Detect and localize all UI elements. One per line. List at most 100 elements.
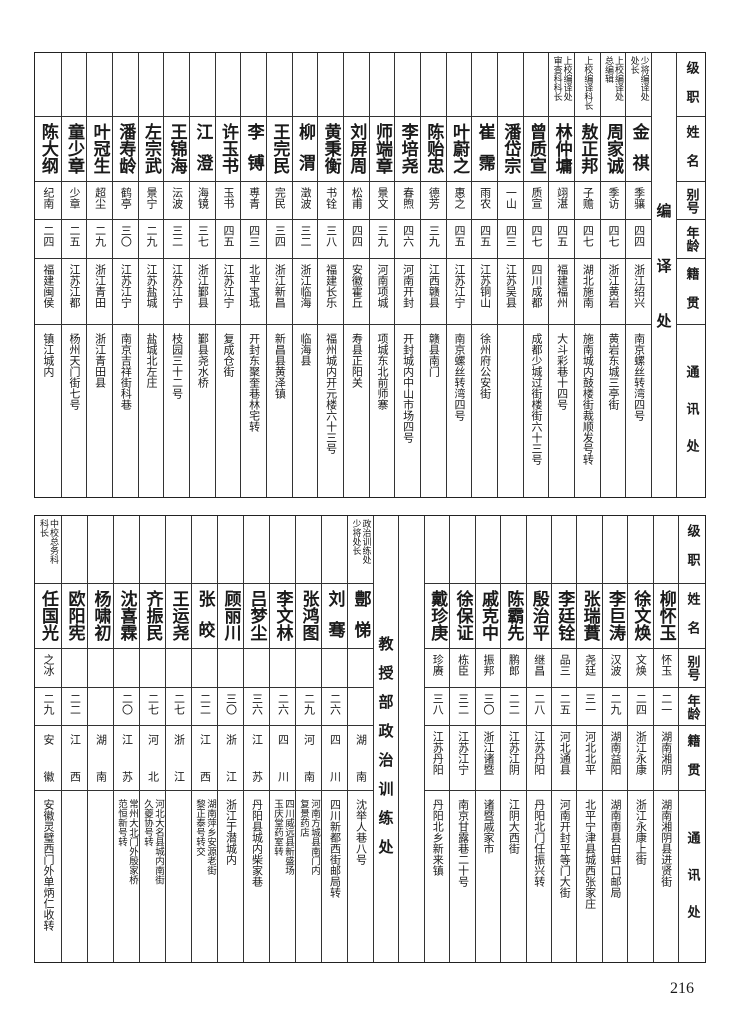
address-line: 杨州天门街七号 [67, 333, 81, 410]
alias-cell: 惠之 [446, 181, 472, 219]
alias: 汉波 [608, 654, 622, 676]
person-name: 金祺 [628, 123, 649, 185]
header-label: 籍贯 [683, 267, 699, 325]
address: 枝园三十二号 [171, 325, 184, 399]
name-cell: 叶蔚之 [446, 116, 472, 181]
age-cell: 三六 [244, 687, 269, 725]
alias-cell [88, 648, 113, 687]
native-cell: 湖南 [348, 725, 373, 808]
address: 赣县南门 [427, 325, 440, 377]
address-line: 施南城内鼓楼街裁顺发号转 [581, 333, 595, 465]
address: 施南城内鼓楼街裁顺发号转 [581, 325, 595, 465]
native-cell: 四川成都 [523, 258, 549, 324]
alias: 栋臣 [456, 654, 470, 676]
address: 南京螺丝转湾四号 [452, 325, 466, 421]
person-name: 王完民 [269, 123, 290, 174]
alias: 文焕 [634, 654, 648, 676]
name-cell: 师端章 [369, 116, 395, 181]
person-name: 张瑞蕡 [579, 590, 600, 641]
name-cell: 张皎 [192, 583, 217, 652]
rank-cell [527, 516, 551, 583]
address-line: 项城东北前师寨 [375, 333, 389, 410]
address-cell: 河南开封平等门大街 [552, 790, 577, 964]
address-line: 浙江青田县 [93, 333, 107, 388]
rank-cell [603, 516, 627, 583]
age: 二二 [198, 693, 212, 715]
person-name: 欧阳宪 [64, 590, 85, 641]
address: 福州城内开元楼六十三号 [324, 325, 338, 454]
person-name: 顾丽川 [220, 590, 241, 641]
name-cell: 殷治平 [526, 583, 551, 648]
address: 南京螺丝转湾四号 [633, 325, 646, 421]
rank-line: 审查科科长 [551, 56, 562, 101]
rank-cell [524, 53, 549, 116]
rank-cell [113, 53, 138, 116]
address-cell: 湖南南县白蚌口邮局 [602, 790, 628, 964]
native: 浙江绍兴 [632, 264, 646, 308]
rank-cell [498, 53, 523, 116]
person-name: 周家诚 [602, 123, 623, 174]
person-column: 戴珍庚 珍赓 三八 江苏丹阳 丹阳北乡新来镇 [424, 516, 450, 962]
rank-cell [552, 516, 576, 583]
native-cell: 浙江临海 [292, 258, 318, 324]
header-address: 通讯处 [677, 324, 705, 499]
address-cell: 大斗彩巷十四号 [549, 324, 574, 499]
address: 寿县正阳关 [350, 325, 363, 388]
header-name: 姓名 [679, 583, 705, 650]
address-line: 复景药店 [298, 799, 309, 837]
address: 江阴大西街 [507, 791, 520, 854]
header-column: 级职 姓名 别号 年龄 籍贯 通讯处 [676, 53, 705, 497]
address: 浙江于潜城内 [225, 791, 238, 865]
age-cell: 三七 [190, 219, 215, 258]
native-cell: 江苏江宁 [113, 258, 138, 324]
address-line: 复成仓街 [221, 333, 235, 377]
address-line: 南京甘露巷二十号 [456, 799, 470, 887]
name-cell: 许玉书 [215, 116, 241, 181]
alias: 完民 [273, 187, 287, 209]
native-cell: 湖北施南 [575, 258, 600, 324]
age: 三六 [250, 693, 264, 715]
address-cell: 南京吉祥街科巷 [113, 324, 138, 499]
rank-cell [472, 53, 497, 116]
person-name: 林仲墉 [551, 123, 572, 174]
address-line: 南京螺丝转湾四号 [452, 333, 466, 421]
native-cell: 河南开封 [395, 258, 420, 324]
address-cell: 枝园三十二号 [164, 324, 189, 499]
native-cell: 江苏江阴 [501, 725, 526, 790]
person-name: 许玉书 [217, 123, 238, 174]
age-cell: 三八 [318, 219, 343, 258]
alias-cell: 汉波 [602, 648, 628, 687]
age: 二二 [507, 693, 521, 715]
alias-cell: 之冰 [35, 648, 61, 687]
address-cell: 黄岩东城三亭街 [600, 324, 626, 499]
name-cell: 潘岱宗 [498, 116, 523, 181]
address-cell: 临海县 [292, 324, 318, 499]
age-cell: 四五 [549, 219, 574, 258]
age: 二六 [328, 693, 342, 715]
person-column: 刘屏周 松甫 四四 安徽霍丘 寿县正阳关 [343, 53, 369, 497]
native-cell: 福建闽侯 [35, 258, 61, 324]
age-cell: 三九 [421, 219, 446, 258]
native-cell: 浙江黄岩 [600, 258, 626, 324]
age-cell: 四三 [498, 219, 523, 258]
native: 江苏 [250, 734, 264, 808]
person-column: 崔霈 雨农 四五 江苏铜山 徐州府公安街 [471, 53, 497, 497]
person-name: 张皎 [194, 590, 215, 652]
rank-line: 中校总务科 [48, 519, 58, 564]
alias-cell: 景宁 [138, 181, 164, 219]
address: 鄞县尧水桥 [196, 325, 209, 388]
alias-cell: 一山 [498, 181, 523, 219]
address-line: 福州城内开元楼六十三号 [324, 333, 338, 454]
alias-cell [62, 648, 87, 687]
age-cell: 四五 [215, 219, 241, 258]
native-cell: 江苏铜山 [472, 258, 497, 324]
age: 三〇 [224, 693, 238, 715]
native: 江苏江宁 [452, 264, 466, 308]
age: 二四 [41, 225, 55, 247]
name-cell: 黄秉衡 [318, 116, 343, 181]
alias-cell: 完民 [267, 181, 292, 219]
native-cell: 浙江绍兴 [626, 258, 651, 324]
name-cell: 童少章 [61, 116, 87, 181]
native: 河南开封 [401, 264, 415, 308]
rank-cell [164, 53, 189, 116]
